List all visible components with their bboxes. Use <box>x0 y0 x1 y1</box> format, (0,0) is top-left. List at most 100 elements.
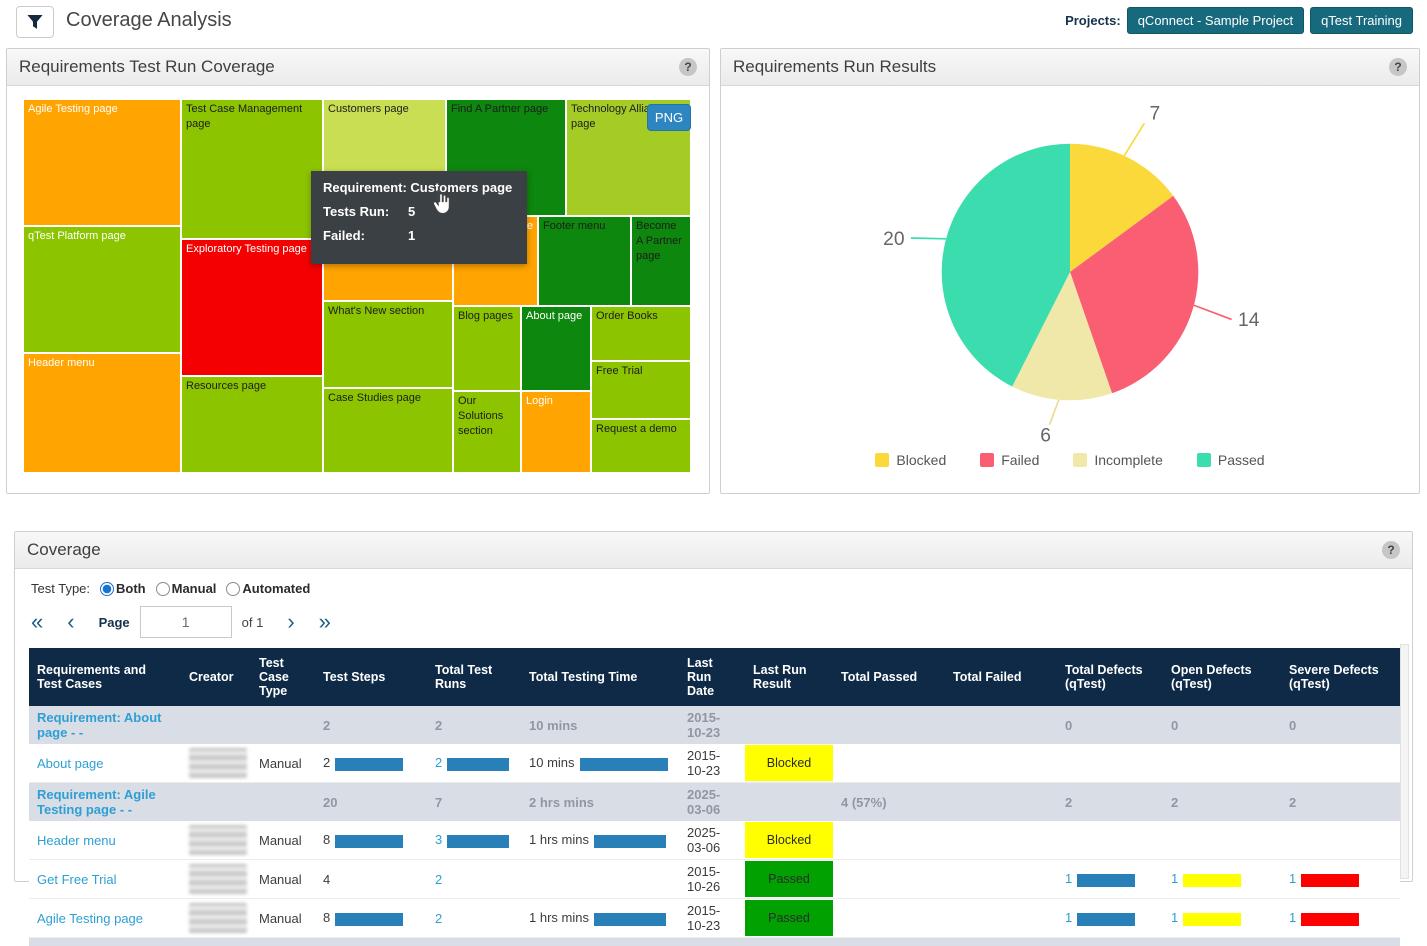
page-label: Page <box>98 614 130 630</box>
test-type-option-manual[interactable]: Manual <box>155 581 216 596</box>
treemap-cell-header-menu[interactable]: Header menu <box>23 353 181 473</box>
prev-page-button[interactable]: ‹ <box>67 609 75 634</box>
treemap-help-icon[interactable]: ? <box>679 58 697 76</box>
page-number-input[interactable] <box>139 606 232 638</box>
col-test-steps[interactable]: Test Steps <box>315 648 427 706</box>
pie-help-icon[interactable]: ? <box>1389 58 1407 76</box>
radio-automated[interactable] <box>226 581 241 596</box>
mouse-hand-cursor-icon <box>432 190 450 215</box>
test-case-about-page-link[interactable]: About page <box>37 755 104 771</box>
cell-open-defects: 2 <box>1163 782 1281 821</box>
treemap-cell-whats-new-section[interactable]: What's New section <box>323 301 453 388</box>
filter-funnel-icon <box>27 15 43 29</box>
test-case-get-free-trial-link[interactable]: Get Free Trial <box>37 871 117 887</box>
table-row-partial <box>29 937 1400 946</box>
creator-avatar-redacted <box>189 748 247 778</box>
treemap-cell-blog-pages[interactable]: Blog pages <box>453 306 521 391</box>
col-requirements[interactable]: Requirements and Test Cases <box>29 648 181 706</box>
cell-runs[interactable]: 2 <box>435 910 443 926</box>
tooltip-failed-label: Failed: <box>323 228 365 243</box>
test-type-option-both[interactable]: Both <box>100 581 146 596</box>
project-button-qconnect[interactable]: qConnect - Sample Project <box>1126 7 1305 34</box>
cell-time: 1 hrs mins <box>529 910 589 926</box>
cell-time: 10 mins <box>529 755 575 771</box>
cell-steps: 4 <box>323 871 331 887</box>
treemap-cell-footer-menu[interactable]: Footer menu <box>538 216 631 306</box>
test-type-selector: Test Type: Both Manual Automated <box>15 569 1412 600</box>
treemap-cell-resources-page[interactable]: Resources page <box>181 376 323 473</box>
table-scrollbar[interactable] <box>1400 644 1409 879</box>
cell-total-defects[interactable]: 1 <box>1065 910 1073 926</box>
col-last-run-result[interactable]: Last Run Result <box>745 648 833 706</box>
table-row-requirement-agile-testing-page: Requirement: Agile Testing page - - 20 7… <box>29 782 1400 821</box>
time-bar <box>579 757 668 771</box>
coverage-help-icon[interactable]: ? <box>1382 541 1400 559</box>
cell-date: 2025-03-06 <box>679 782 745 821</box>
cell-steps: 2 <box>315 706 427 744</box>
treemap-cell-exploratory-testing-page[interactable]: Exploratory Testing page <box>181 239 323 376</box>
filter-button[interactable] <box>16 6 54 38</box>
treemap-cell-case-studies-page[interactable]: Case Studies page <box>323 388 453 473</box>
test-type-option-automated[interactable]: Automated <box>226 581 310 596</box>
pie-slice-passed[interactable] <box>941 143 1070 387</box>
pie-slice-failed[interactable] <box>1070 195 1199 394</box>
col-total-passed[interactable]: Total Passed <box>833 648 945 706</box>
next-page-button[interactable]: › <box>287 609 295 634</box>
cell-total-defects[interactable]: 1 <box>1065 871 1073 887</box>
pie-slice-incomplete[interactable] <box>1012 272 1113 401</box>
col-severe-defects[interactable]: Severe Defects (qTest) <box>1281 648 1400 706</box>
requirement-agile-testing-page-link[interactable]: Requirement: Agile Testing page - - <box>37 787 156 817</box>
pie-leader-incomplete <box>1048 399 1060 425</box>
project-button-qtest-training[interactable]: qTest Training <box>1310 7 1413 34</box>
table-row-get-free-trial: Get Free Trial Manual 4 2 2015-10-26 Pas… <box>29 859 1400 899</box>
treemap-cell-agile-testing-page[interactable]: Agile Testing page <box>23 99 181 226</box>
col-total-defects[interactable]: Total Defects (qTest) <box>1057 648 1163 706</box>
cell-open-defects[interactable]: 1 <box>1171 910 1179 926</box>
test-case-agile-testing-page-link[interactable]: Agile Testing page <box>37 910 144 926</box>
pie-callout-passed: 20 <box>883 229 904 250</box>
treemap-cell-qtest-platform-page[interactable]: qTest Platform page <box>23 226 181 353</box>
col-total-testing-time[interactable]: Total Testing Time <box>521 648 679 706</box>
cell-severe-defects[interactable]: 1 <box>1289 910 1297 926</box>
col-last-run-date[interactable]: Last Run Date <box>679 648 745 706</box>
legend-item-passed[interactable]: Passed <box>1196 452 1265 468</box>
cell-steps: 8 <box>323 910 331 926</box>
treemap-cell-test-case-management-page[interactable]: Test Case Management page <box>181 99 323 239</box>
treemap-cell-free-trial[interactable]: Free Trial <box>591 361 691 419</box>
cell-runs[interactable]: 3 <box>435 832 443 848</box>
test-case-header-menu-link[interactable]: Header menu <box>37 832 116 848</box>
treemap-cell-about-page[interactable]: About page <box>521 306 591 391</box>
first-page-button[interactable]: « <box>31 609 44 634</box>
col-total-test-runs[interactable]: Total Test Runs <box>427 648 521 706</box>
test-type-label: Test Type: <box>31 581 91 596</box>
last-page-button[interactable]: » <box>318 609 331 634</box>
pie-slice-blocked[interactable] <box>1070 143 1174 272</box>
pie-callout-blocked: 7 <box>1150 103 1161 124</box>
cell-total-passed: 4 (57%) <box>833 782 945 821</box>
col-total-failed[interactable]: Total Failed <box>945 648 1057 706</box>
treemap-cell-become-a-partner-page[interactable]: Become A Partner page <box>631 216 691 306</box>
treemap-cell-login[interactable]: Login <box>521 391 591 473</box>
tooltip-tests-run-value: 5 <box>408 204 416 219</box>
legend-item-incomplete[interactable]: Incomplete <box>1073 452 1163 468</box>
requirement-about-page-link[interactable]: Requirement: About page - - <box>37 710 162 740</box>
treemap-cell-request-a-demo[interactable]: Request a demo <box>591 419 691 473</box>
treemap-cell-order-books[interactable]: Order Books <box>591 306 691 361</box>
col-test-case-type[interactable]: Test Case Type <box>251 648 315 706</box>
treemap-cell-our-solutions-section[interactable]: Our Solutions section <box>453 391 521 473</box>
png-export-button[interactable]: PNG <box>647 104 691 131</box>
legend-item-failed[interactable]: Failed <box>980 452 1039 468</box>
open-defects-bar <box>1183 912 1242 926</box>
cell-severe-defects[interactable]: 1 <box>1289 871 1297 887</box>
cell-runs[interactable]: 2 <box>435 871 443 887</box>
col-open-defects[interactable]: Open Defects (qTest) <box>1163 648 1281 706</box>
legend-item-blocked[interactable]: Blocked <box>875 452 946 468</box>
radio-both[interactable] <box>100 581 115 596</box>
col-creator[interactable]: Creator <box>181 648 251 706</box>
radio-manual[interactable] <box>155 581 170 596</box>
cell-open-defects[interactable]: 1 <box>1171 871 1179 887</box>
coverage-panel: Coverage ? Test Type: Both Manual Automa… <box>14 531 1413 946</box>
tooltip-tests-run-label: Tests Run: <box>323 204 390 219</box>
cell-date: 2015-10-23 <box>679 744 745 783</box>
cell-runs[interactable]: 2 <box>435 755 443 771</box>
